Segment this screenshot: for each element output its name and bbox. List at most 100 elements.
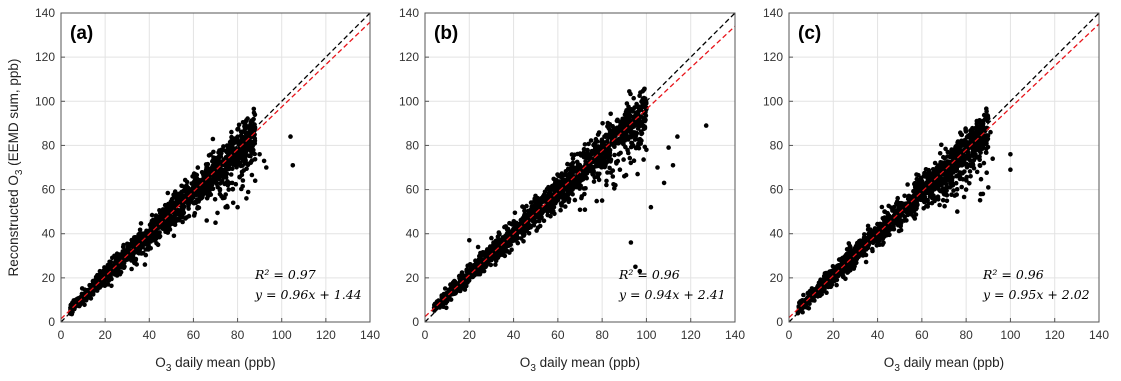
data-point xyxy=(980,144,986,150)
data-point xyxy=(240,147,245,152)
data-point xyxy=(252,178,258,183)
data-point xyxy=(951,188,956,193)
data-point xyxy=(485,247,490,252)
data-point xyxy=(988,129,993,135)
data-point xyxy=(621,142,626,147)
data-point xyxy=(571,185,577,190)
data-point xyxy=(618,121,624,126)
x-tick-label: 140 xyxy=(725,328,745,342)
x-tick-label: 40 xyxy=(871,328,885,342)
data-point xyxy=(612,144,617,149)
data-point xyxy=(666,145,671,150)
data-point xyxy=(633,264,638,270)
x-axis-label: O3 daily mean (ppb) xyxy=(520,355,640,374)
data-point xyxy=(517,221,522,227)
data-point xyxy=(226,187,231,192)
x-tick-label: 80 xyxy=(231,328,245,342)
axes-frame xyxy=(788,12,1100,323)
data-point xyxy=(190,174,195,179)
data-point xyxy=(832,276,838,282)
data-point xyxy=(522,231,527,237)
data-point xyxy=(434,299,440,304)
data-point xyxy=(536,218,542,224)
data-point xyxy=(954,147,959,153)
data-point xyxy=(548,214,553,219)
data-point xyxy=(965,147,970,152)
data-point xyxy=(940,197,946,203)
data-point xyxy=(931,179,937,185)
data-point xyxy=(237,174,242,180)
data-point xyxy=(861,235,867,240)
data-point xyxy=(248,153,253,159)
data-point xyxy=(104,267,110,272)
y-tick-label: 80 xyxy=(770,138,784,152)
data-point xyxy=(948,167,953,172)
data-point xyxy=(827,271,833,276)
data-point xyxy=(248,147,254,153)
data-point xyxy=(853,247,858,252)
data-point xyxy=(944,184,949,189)
data-point xyxy=(952,193,957,198)
data-point xyxy=(964,178,969,183)
data-point xyxy=(478,250,483,256)
data-point xyxy=(546,203,551,208)
data-point xyxy=(881,234,886,240)
data-point xyxy=(841,259,846,264)
data-point xyxy=(886,203,891,209)
data-point xyxy=(228,172,234,177)
fit-equation-label: y = 0.95x + 2.02 xyxy=(982,287,1090,302)
data-point xyxy=(607,153,613,158)
y-tick-label: 20 xyxy=(42,271,56,285)
data-point xyxy=(215,168,220,174)
data-point xyxy=(638,141,643,146)
data-point xyxy=(594,162,599,168)
data-point xyxy=(866,233,872,239)
data-point xyxy=(222,162,227,168)
y-axis-label: Reconstructed O3 (EEMD sum, ppb) xyxy=(6,59,25,277)
data-point xyxy=(509,247,514,252)
data-point xyxy=(960,177,966,182)
data-point xyxy=(219,147,224,153)
data-point xyxy=(204,167,209,172)
data-point xyxy=(114,269,119,275)
data-point xyxy=(500,236,506,241)
data-point xyxy=(984,170,989,175)
data-point xyxy=(148,239,154,244)
data-point xyxy=(560,193,566,199)
data-point xyxy=(874,235,880,240)
data-point xyxy=(824,290,829,296)
data-point xyxy=(164,218,170,223)
data-point xyxy=(190,195,196,200)
y-tick-label: 20 xyxy=(770,271,784,285)
data-point xyxy=(921,206,926,211)
data-point xyxy=(902,218,907,223)
data-point xyxy=(594,198,599,204)
data-point xyxy=(82,287,88,293)
data-point xyxy=(640,88,645,94)
data-point xyxy=(209,181,214,187)
data-point xyxy=(602,161,608,166)
data-point xyxy=(893,208,898,214)
data-point xyxy=(229,129,234,135)
data-point xyxy=(896,228,902,234)
data-point xyxy=(511,235,516,240)
data-point xyxy=(935,180,941,186)
data-point xyxy=(641,157,646,162)
data-point xyxy=(497,231,502,237)
data-point xyxy=(797,300,802,306)
data-point xyxy=(945,154,950,159)
data-point xyxy=(853,260,859,266)
data-point xyxy=(243,157,248,162)
data-point xyxy=(623,109,629,115)
data-point xyxy=(644,147,649,153)
data-point xyxy=(204,195,210,201)
data-point xyxy=(929,191,934,196)
data-point xyxy=(637,268,643,274)
data-point xyxy=(968,174,973,179)
data-point xyxy=(186,213,192,219)
data-point xyxy=(890,226,895,232)
data-point xyxy=(637,118,642,124)
data-point xyxy=(977,198,983,203)
data-point xyxy=(511,226,516,232)
data-point xyxy=(165,190,171,196)
